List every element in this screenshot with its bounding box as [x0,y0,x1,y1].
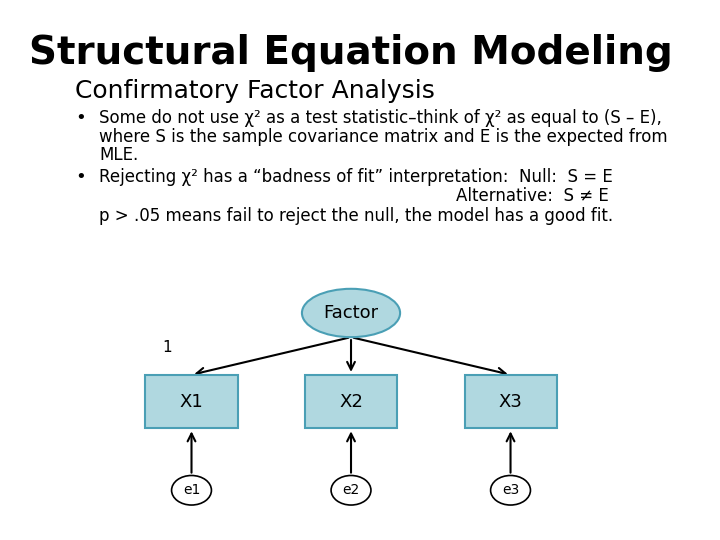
Text: MLE.: MLE. [99,146,139,165]
Ellipse shape [490,476,531,505]
Text: Some do not use χ² as a test statistic–think of χ² as equal to (S – E),: Some do not use χ² as a test statistic–t… [99,109,662,127]
FancyBboxPatch shape [464,375,557,428]
Ellipse shape [302,289,400,337]
Text: p > .05 means fail to reject the null, the model has a good fit.: p > .05 means fail to reject the null, t… [99,207,613,225]
FancyBboxPatch shape [305,375,397,428]
Text: 1: 1 [162,340,172,355]
Text: Factor: Factor [323,304,379,322]
Text: Structural Equation Modeling: Structural Equation Modeling [29,33,673,72]
Text: Confirmatory Factor Analysis: Confirmatory Factor Analysis [75,79,435,103]
Ellipse shape [331,476,371,505]
Text: X3: X3 [498,393,523,410]
Text: e1: e1 [183,483,200,497]
Text: X1: X1 [179,393,203,410]
Ellipse shape [171,476,212,505]
Text: •: • [75,109,86,127]
Text: where S is the sample covariance matrix and E is the expected from: where S is the sample covariance matrix … [99,127,668,146]
Text: X2: X2 [339,393,363,410]
Text: •: • [75,168,86,186]
Text: e3: e3 [502,483,519,497]
Text: Alternative:  S ≠ E: Alternative: S ≠ E [456,187,608,205]
FancyBboxPatch shape [145,375,238,428]
Text: Rejecting χ² has a “badness of fit” interpretation:  Null:  S = E: Rejecting χ² has a “badness of fit” inte… [99,168,613,186]
Text: e2: e2 [343,483,360,497]
